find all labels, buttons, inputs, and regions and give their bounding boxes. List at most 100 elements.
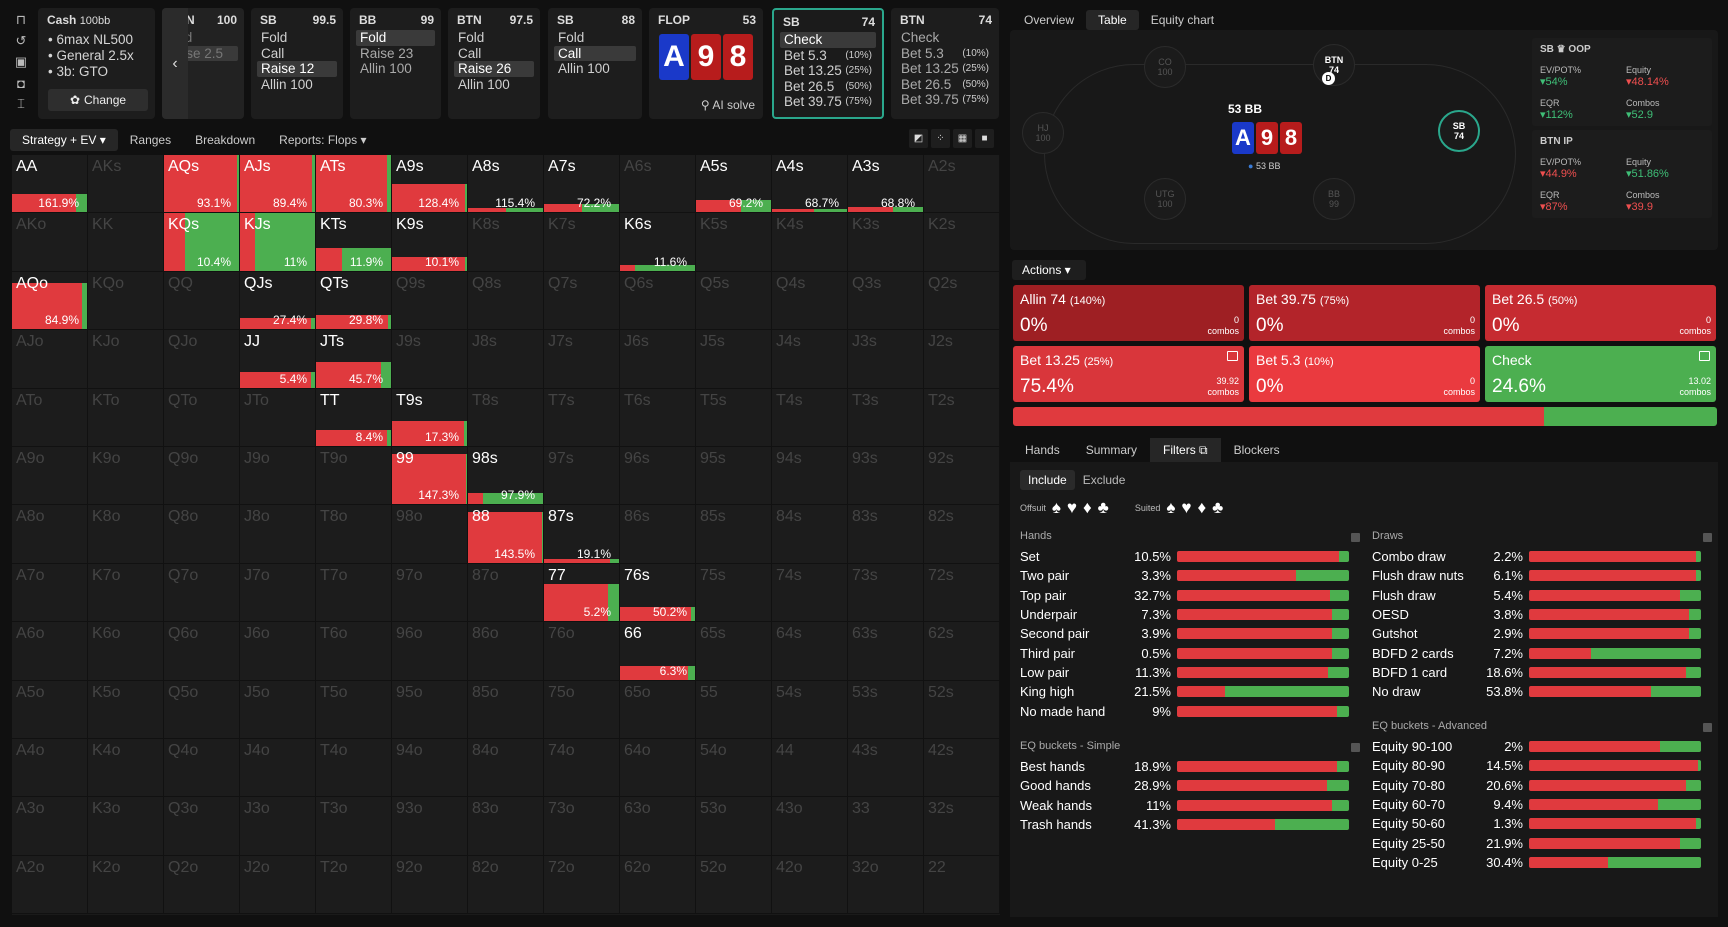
gamepad-icon[interactable]: ◘ <box>17 75 25 91</box>
hand-cell[interactable]: J8s <box>468 330 544 389</box>
filter-row[interactable]: Underpair 7.3% <box>1020 605 1360 624</box>
filter-row[interactable]: BDFD 2 cards 7.2% <box>1372 643 1712 662</box>
filter-row[interactable]: Good hands 28.9% <box>1020 776 1360 795</box>
hand-cell[interactable]: 52o <box>696 855 772 915</box>
hand-cell[interactable]: Q5s <box>696 271 772 331</box>
hand-cell[interactable]: AKo <box>12 213 88 272</box>
hand-cell[interactable]: T4o <box>316 738 392 798</box>
view-grid-icon[interactable]: ▦ <box>953 129 972 148</box>
hand-cell[interactable]: A7s 72.2% <box>544 155 620 214</box>
hand-cell[interactable]: Q8s <box>468 271 544 331</box>
hand-cell[interactable]: 95s <box>696 446 772 506</box>
hand-cell[interactable]: 43o <box>772 797 848 856</box>
view-split-icon[interactable]: ◩ <box>909 129 928 148</box>
hand-cell[interactable]: K3s <box>848 213 924 272</box>
hand-cell[interactable]: A2s <box>924 155 1000 214</box>
hand-cell[interactable]: 55 <box>696 680 772 739</box>
bookmark-icon[interactable]: ⊓ <box>15 12 27 27</box>
hand-cell[interactable]: 97o <box>392 563 468 623</box>
hand-cell[interactable]: A6s <box>620 155 696 214</box>
hand-cell[interactable]: A5o <box>12 680 88 739</box>
hand-cell[interactable]: 53o <box>696 797 772 856</box>
hand-cell[interactable]: 82s <box>924 505 1000 564</box>
hand-cell[interactable]: KQo <box>88 271 164 331</box>
node-action[interactable]: Check <box>780 32 876 48</box>
hand-cell[interactable]: 87s 19.1% <box>544 505 620 564</box>
hand-cell[interactable]: 73o <box>544 797 620 856</box>
hand-cell[interactable]: T9s 17.3% <box>392 388 468 447</box>
hand-cell[interactable]: A2o <box>12 855 88 915</box>
hand-cell[interactable]: K4o <box>88 738 164 798</box>
view-compact-icon[interactable]: ⁘ <box>931 129 950 148</box>
back-arrow-icon[interactable]: ‹ <box>162 8 188 119</box>
node-action[interactable]: Bet 26.5 (50%) <box>780 79 876 95</box>
filter-row[interactable]: No made hand 9% <box>1020 701 1360 720</box>
strategy-tab[interactable]: Ranges <box>129 133 172 147</box>
right-tab[interactable]: Overview <box>1024 13 1075 27</box>
sb-current-node[interactable]: SB 74 Check Bet 5.3 (10%) Bet 13.25 (25%) Bet … <box>772 8 884 119</box>
hand-cell[interactable]: J7o <box>240 563 316 623</box>
node-action[interactable]: Bet 13.25 (25%) <box>780 63 876 79</box>
hand-cell[interactable]: JTo <box>240 388 316 447</box>
hand-cell[interactable]: 32o <box>848 855 924 915</box>
section-checkbox[interactable] <box>1703 723 1712 732</box>
hand-cell[interactable]: Q9o <box>164 446 240 506</box>
hand-cell[interactable]: 92o <box>392 855 468 915</box>
hand-cell[interactable]: J9s <box>392 330 468 389</box>
filter-row[interactable]: Trash hands 41.3% <box>1020 815 1360 834</box>
node-action[interactable]: Call <box>257 46 337 62</box>
hand-cell[interactable]: T8o <box>316 505 392 564</box>
hand-cell[interactable]: A7o <box>12 563 88 623</box>
hand-cell[interactable]: A6o <box>12 622 88 681</box>
hand-cell[interactable]: 42o <box>772 855 848 915</box>
hand-cell[interactable]: 72o <box>544 855 620 915</box>
view-full-icon[interactable]: ■ <box>975 129 994 148</box>
hand-cell[interactable]: T4s <box>772 388 848 447</box>
filter-row[interactable]: Low pair 11.3% <box>1020 663 1360 682</box>
hand-cell[interactable]: 63s <box>848 622 924 681</box>
actions-dropdown[interactable]: Actions ▾ <box>1012 260 1086 280</box>
node-action[interactable]: Bet 13.25 (25%) <box>897 61 993 77</box>
hand-cell[interactable]: 94s <box>772 446 848 506</box>
hand-cell[interactable]: 95o <box>392 680 468 739</box>
hand-cell[interactable]: T8s <box>468 388 544 447</box>
hand-cell[interactable]: Q9s <box>392 271 468 331</box>
hand-cell[interactable]: AJo <box>12 330 88 389</box>
seat-sb[interactable]: SB 74 <box>1438 110 1480 152</box>
hand-cell[interactable]: ATs 80.3% <box>316 155 392 214</box>
filter-row[interactable]: Combo draw 2.2% <box>1372 547 1712 566</box>
hand-cell[interactable]: 88 143.5% <box>468 505 544 564</box>
hand-cell[interactable]: TT 8.4% <box>316 388 392 447</box>
hand-cell[interactable]: K6s 11.6% <box>620 213 696 272</box>
hand-cell[interactable]: 22 <box>924 855 1000 915</box>
hand-cell[interactable]: 96o <box>392 622 468 681</box>
ai-solve-button[interactable]: ⚲ AI solve <box>700 98 755 112</box>
hand-cell[interactable]: J4s <box>772 330 848 389</box>
section-checkbox[interactable] <box>1703 533 1712 542</box>
hand-cell[interactable]: QTo <box>164 388 240 447</box>
exclude-tab[interactable]: Exclude <box>1082 473 1126 487</box>
hand-cell[interactable]: 85o <box>468 680 544 739</box>
hand-cell[interactable]: J4o <box>240 738 316 798</box>
strategy-tab[interactable]: Reports: Flops ▾ <box>279 133 367 147</box>
hand-cell[interactable]: T3o <box>316 797 392 856</box>
hand-cell[interactable]: AJs 89.4% <box>240 155 316 214</box>
hand-cell[interactable]: 54o <box>696 738 772 798</box>
hand-cell[interactable]: 72s <box>924 563 1000 623</box>
filter-row[interactable]: Flush draw 5.4% <box>1372 586 1712 605</box>
hand-cell[interactable]: 66 6.3% <box>620 622 696 681</box>
filter-row[interactable]: Flush draw nuts 6.1% <box>1372 566 1712 585</box>
hand-cell[interactable]: Q6o <box>164 622 240 681</box>
include-tab[interactable]: Include <box>1020 470 1075 490</box>
action-box[interactable]: Bet 26.5 (50%) 0% 0 combos <box>1485 285 1716 341</box>
action-box[interactable]: Allin 74 (140%) 0% 0 combos <box>1013 285 1244 341</box>
hand-cell[interactable]: K9o <box>88 446 164 506</box>
hand-cell[interactable]: K7s <box>544 213 620 272</box>
right-tab[interactable]: Equity chart <box>1150 13 1215 27</box>
seat-utg[interactable]: UTG 100 <box>1144 178 1186 220</box>
section-checkbox[interactable] <box>1351 743 1360 752</box>
history-icon[interactable]: ↺ <box>15 33 27 48</box>
filter-row[interactable]: BDFD 1 card 18.6% <box>1372 663 1712 682</box>
hand-cell[interactable]: 96s <box>620 446 696 506</box>
filter-row[interactable]: Equity 60-70 9.4% <box>1372 795 1712 814</box>
